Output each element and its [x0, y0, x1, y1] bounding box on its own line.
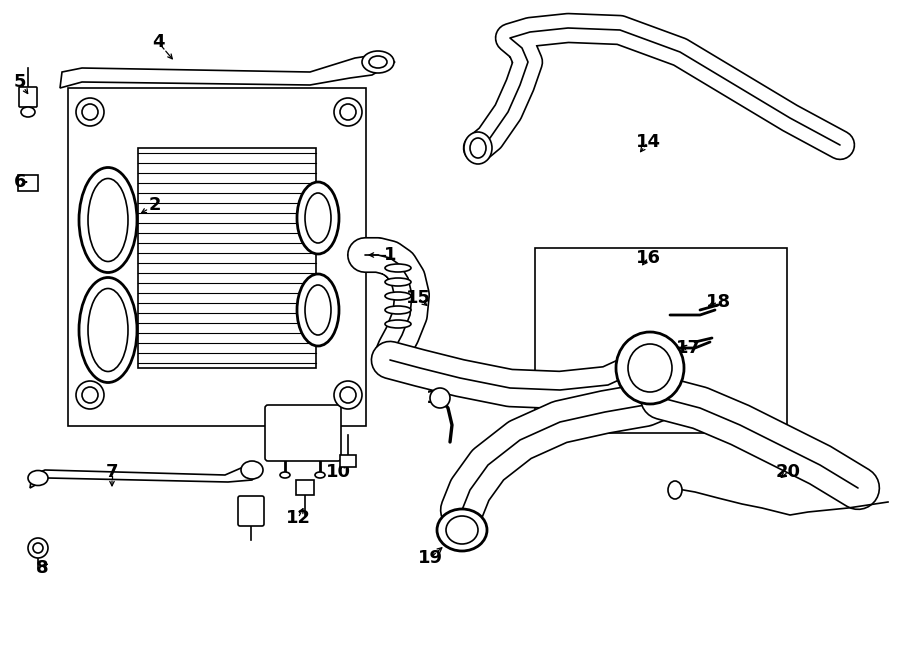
Circle shape [430, 388, 450, 408]
FancyBboxPatch shape [238, 496, 264, 526]
Circle shape [340, 104, 356, 120]
Text: 15: 15 [406, 289, 430, 307]
FancyBboxPatch shape [340, 455, 356, 467]
Bar [535, 248, 787, 433]
Ellipse shape [88, 289, 128, 371]
Ellipse shape [369, 56, 387, 68]
Bar [138, 148, 316, 368]
Ellipse shape [385, 278, 411, 286]
Ellipse shape [297, 182, 339, 254]
Ellipse shape [241, 461, 263, 479]
Circle shape [82, 104, 98, 120]
FancyBboxPatch shape [296, 480, 314, 495]
Ellipse shape [79, 277, 137, 383]
Ellipse shape [385, 292, 411, 300]
Circle shape [340, 387, 356, 403]
Text: 14: 14 [635, 133, 661, 151]
Ellipse shape [470, 138, 486, 158]
Bar [68, 88, 366, 426]
FancyBboxPatch shape [19, 87, 37, 107]
Text: 4: 4 [152, 33, 164, 51]
Text: 8: 8 [36, 559, 49, 577]
Ellipse shape [385, 264, 411, 272]
Text: 12: 12 [285, 509, 310, 527]
FancyBboxPatch shape [265, 405, 341, 461]
Polygon shape [60, 55, 395, 88]
Text: 13: 13 [426, 389, 451, 407]
Text: 7: 7 [106, 463, 118, 481]
Ellipse shape [315, 472, 325, 478]
Text: 18: 18 [706, 293, 731, 311]
Text: 20: 20 [776, 463, 800, 481]
Ellipse shape [21, 107, 35, 117]
Text: 3: 3 [95, 346, 108, 364]
Ellipse shape [79, 167, 137, 273]
Circle shape [82, 387, 98, 403]
Text: 10: 10 [326, 463, 350, 481]
Ellipse shape [668, 481, 682, 499]
Text: 11: 11 [236, 503, 260, 521]
Circle shape [334, 98, 362, 126]
Ellipse shape [362, 51, 394, 73]
Ellipse shape [385, 306, 411, 314]
Ellipse shape [280, 472, 290, 478]
Ellipse shape [305, 193, 331, 243]
Ellipse shape [464, 132, 492, 164]
Ellipse shape [305, 285, 331, 335]
Text: 9: 9 [272, 409, 284, 427]
Ellipse shape [385, 320, 411, 328]
Circle shape [76, 98, 104, 126]
Ellipse shape [297, 274, 339, 346]
Circle shape [33, 543, 43, 553]
Text: 1: 1 [383, 246, 396, 264]
Text: 19: 19 [418, 549, 443, 567]
Ellipse shape [437, 509, 487, 551]
Text: 6: 6 [14, 173, 26, 191]
Ellipse shape [628, 344, 672, 392]
Text: 16: 16 [635, 249, 661, 267]
Circle shape [28, 538, 48, 558]
Text: 5: 5 [14, 73, 26, 91]
Polygon shape [30, 465, 262, 488]
Ellipse shape [28, 471, 48, 485]
FancyBboxPatch shape [18, 175, 38, 191]
Text: 17: 17 [676, 339, 700, 357]
Ellipse shape [616, 332, 684, 404]
Ellipse shape [88, 179, 128, 261]
Circle shape [76, 381, 104, 409]
Circle shape [334, 381, 362, 409]
Ellipse shape [446, 516, 478, 544]
Text: 2: 2 [148, 196, 161, 214]
